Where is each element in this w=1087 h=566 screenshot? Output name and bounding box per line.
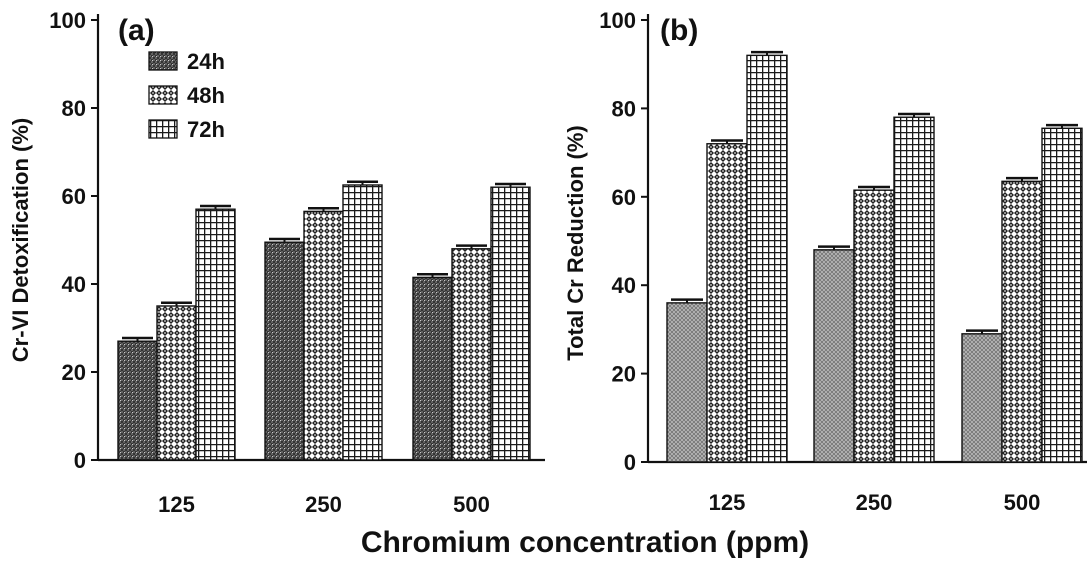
- panel-a: 0 20 40 60 80 100 Cr-VI Detoxification (%) (a) 1…: [8, 8, 545, 517]
- legend-swatch-72h: [148, 119, 178, 139]
- bar-72h-125: [746, 54, 788, 463]
- y-tick-label: 80: [62, 96, 86, 121]
- bar-24h-250: [264, 241, 305, 461]
- x-tick-label: 250: [856, 490, 893, 515]
- x-tick-label: 500: [453, 492, 490, 517]
- legend-swatch-24h: [148, 51, 178, 71]
- y-tick-label: 40: [62, 272, 86, 297]
- legend-label: 24h: [187, 49, 225, 74]
- y-axis-label: Total Cr Reduction (%): [563, 125, 588, 360]
- bar-48h-500: [451, 248, 492, 461]
- bar-24h-250: [813, 249, 855, 463]
- legend-swatch-48h: [148, 85, 178, 105]
- y-tick-label: 40: [612, 273, 636, 298]
- y-tick-label: 100: [49, 8, 86, 33]
- bar-48h-125: [156, 305, 197, 461]
- legend: 24h 48h 72h: [148, 49, 225, 142]
- bar-24h-125: [117, 340, 158, 461]
- panel-label: (a): [118, 14, 155, 47]
- legend-label: 48h: [187, 83, 225, 108]
- bar-72h-250: [342, 184, 383, 461]
- y-tick-label: 80: [612, 96, 636, 121]
- x-tick-label: 125: [158, 492, 195, 517]
- y-axis-label: Cr-VI Detoxification (%): [8, 118, 33, 362]
- bar-48h-250: [303, 210, 344, 461]
- bar-72h-125: [195, 208, 236, 461]
- x-tick-label: 125: [709, 490, 746, 515]
- y-tick-label: 20: [612, 362, 636, 387]
- bar-48h-500: [1001, 180, 1043, 463]
- bar-72h-500: [490, 186, 531, 461]
- y-tick-label: 100: [599, 8, 636, 33]
- panel-b: 0 20 40 60 80 100 Total Cr Reduction (%) (b) 125…: [563, 8, 1087, 515]
- y-tick-label: 20: [62, 360, 86, 385]
- panel-label: (b): [660, 14, 698, 47]
- bar-72h-250: [893, 116, 935, 463]
- y-tick-label: 0: [74, 448, 86, 473]
- bar-72h-500: [1041, 127, 1083, 463]
- y-tick-label: 60: [612, 185, 636, 210]
- x-axis-title: Chromium concentration (ppm): [361, 526, 809, 559]
- legend-label: 72h: [187, 117, 225, 142]
- y-tick-label: 0: [624, 450, 636, 475]
- bar-48h-125: [706, 143, 748, 463]
- x-tick-label: 250: [305, 492, 342, 517]
- bar-24h-500: [961, 333, 1003, 463]
- bar-24h-500: [412, 276, 453, 461]
- bar-24h-125: [666, 302, 708, 463]
- y-tick-label: 60: [62, 184, 86, 209]
- bar-48h-250: [853, 189, 895, 463]
- x-tick-label: 500: [1004, 490, 1041, 515]
